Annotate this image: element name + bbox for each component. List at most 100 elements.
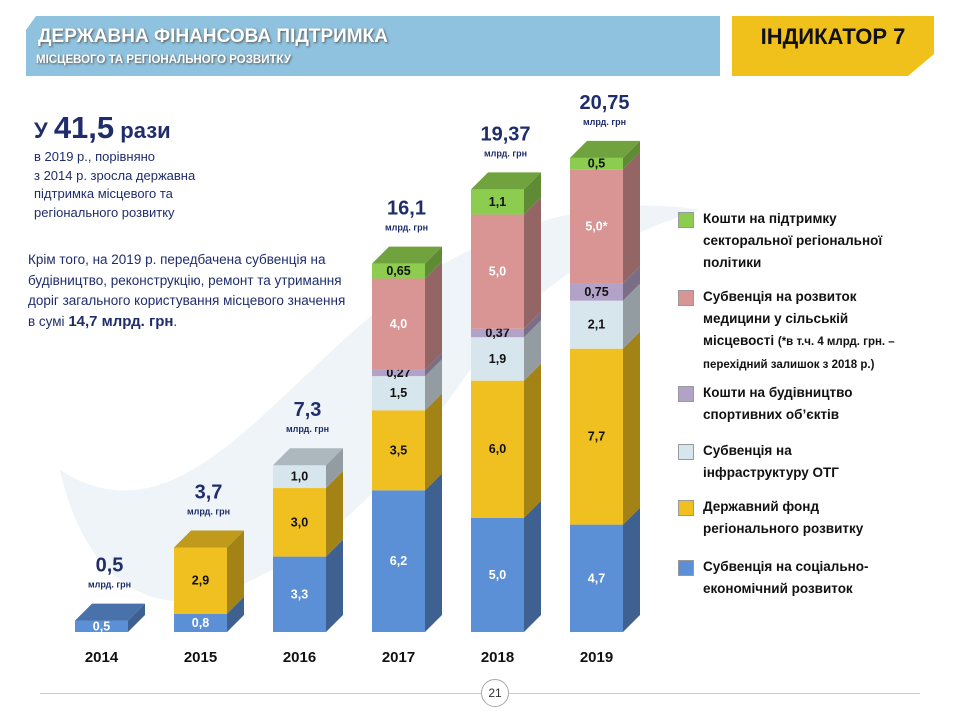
legend-line: регіонального розвитку <box>703 521 864 536</box>
bar-side <box>128 603 145 632</box>
bar-segment <box>570 157 623 170</box>
footer-divider <box>40 693 920 694</box>
extra-text: Крім того, на 2019 р. передбачена субвен… <box>28 252 346 329</box>
bar-segment <box>471 337 524 381</box>
extra-end: . <box>173 313 178 329</box>
bar-side <box>524 197 541 329</box>
summary-number: 41,5 <box>53 110 115 145</box>
legend-line: Субвенція на розвиток <box>703 289 857 304</box>
bar-side <box>524 500 541 632</box>
summary-line: підтримка місцевого та <box>34 186 173 201</box>
bar-segment <box>273 488 326 557</box>
bar-top <box>471 172 541 190</box>
data-label: 3,5 <box>390 443 407 457</box>
total-unit: млрд. грн <box>484 148 527 158</box>
legend-label: Кошти на будівництво спортивних об’єктів <box>703 382 958 426</box>
legend-label: Субвенція на інфраструктуру ОТГ <box>703 440 958 484</box>
legend-line: спортивних об’єктів <box>703 407 840 422</box>
bar-segment <box>372 278 425 370</box>
data-label: 0,8 <box>192 616 209 630</box>
header-banner <box>26 16 720 76</box>
total-unit: млрд. грн <box>88 580 131 590</box>
bar-segment <box>570 283 623 301</box>
bar-segment <box>372 263 425 279</box>
total-label: 16,1 <box>387 198 426 220</box>
bar-side <box>425 246 442 279</box>
year-label: 2018 <box>481 649 514 666</box>
bar-segment <box>273 556 326 632</box>
bar-top <box>273 448 343 466</box>
data-label: 4,7 <box>588 571 605 585</box>
bar-side <box>227 596 244 632</box>
data-label: 2,1 <box>588 318 605 332</box>
data-label: 1,5 <box>390 386 407 400</box>
year-label: 2016 <box>283 649 316 666</box>
legend-swatch <box>678 290 694 306</box>
bar-segment <box>372 410 425 491</box>
bar-top <box>174 530 244 548</box>
legend-label: Субвенція на розвиток медицини у сільські… <box>703 286 958 376</box>
bar-segment <box>570 300 623 349</box>
total-unit: млрд. грн <box>385 223 428 233</box>
bar-side <box>425 359 442 411</box>
summary-headline: У 41,5 рази <box>34 110 171 146</box>
total-label: 3,7 <box>195 481 223 503</box>
legend-line: Державний фонд <box>703 499 820 514</box>
bar-side <box>623 266 640 301</box>
legend-line: Субвенція на соціально- <box>703 559 869 574</box>
summary-line: в 2019 р., порівняно <box>34 149 156 164</box>
data-label: 1,1 <box>489 195 506 209</box>
legend-swatch <box>678 444 694 460</box>
data-label: 0,5 <box>588 157 605 171</box>
data-label: 1,0 <box>291 470 308 484</box>
bar-top <box>570 140 640 158</box>
bar-side <box>326 471 343 557</box>
bar-side <box>425 352 442 377</box>
summary-suffix: рази <box>120 118 171 143</box>
data-label: 5,0* <box>585 219 607 233</box>
bar-segment <box>174 547 227 614</box>
data-label: 0,5 <box>93 619 110 633</box>
legend-line: економічний розвиток <box>703 581 853 596</box>
bar-segment <box>570 169 623 284</box>
total-label: 19,37 <box>480 123 530 145</box>
bar-segment <box>372 369 425 377</box>
bar-side <box>425 261 442 370</box>
legend-line: Кошти на будівництво <box>703 385 853 400</box>
data-label: 6,0 <box>489 442 506 456</box>
legend-line: інфраструктуру ОТГ <box>703 465 839 480</box>
bar-segment <box>570 348 623 525</box>
legend-line: місцевості (*в т.ч. 4 млрд. грн. – перех… <box>703 333 895 371</box>
bar-side <box>326 539 343 632</box>
header-notch <box>26 16 36 30</box>
extra-note: Крім того, на 2019 р. передбачена субвен… <box>28 250 348 332</box>
bar-segment <box>75 620 128 632</box>
legend-note: (*в т.ч. 4 млрд. грн. – перехідний залиш… <box>703 336 895 371</box>
year-label: 2019 <box>580 649 613 666</box>
bar-segment <box>372 490 425 632</box>
data-label: 0,37 <box>485 326 509 340</box>
bar-side <box>524 363 541 518</box>
legend-line: Субвенція на <box>703 443 792 458</box>
total-label: 7,3 <box>294 399 322 421</box>
total-label: 0,5 <box>96 555 124 577</box>
bar-segment <box>471 380 524 518</box>
bar-segment <box>471 328 524 338</box>
total-unit: млрд. грн <box>187 506 230 516</box>
legend-swatch <box>678 500 694 516</box>
bar-side <box>425 473 442 632</box>
summary-line: регіонального розвитку <box>34 204 175 220</box>
bar-segment <box>273 465 326 489</box>
extra-amount: 14,7 млрд. грн <box>68 312 174 330</box>
data-label: 7,7 <box>588 430 605 444</box>
indicator-label: ІНДИКАТОР 7 <box>760 24 906 49</box>
bar-side <box>623 283 640 349</box>
header-title: ДЕРЖАВНА ФІНАНСОВА ПІДТРИМКА <box>38 26 388 47</box>
bar-top <box>75 603 145 621</box>
data-label: 1,9 <box>489 352 506 366</box>
bar-side <box>425 393 442 491</box>
data-label: 5,0 <box>489 568 506 582</box>
legend-swatch <box>678 560 694 576</box>
data-label: 3,0 <box>291 515 308 529</box>
